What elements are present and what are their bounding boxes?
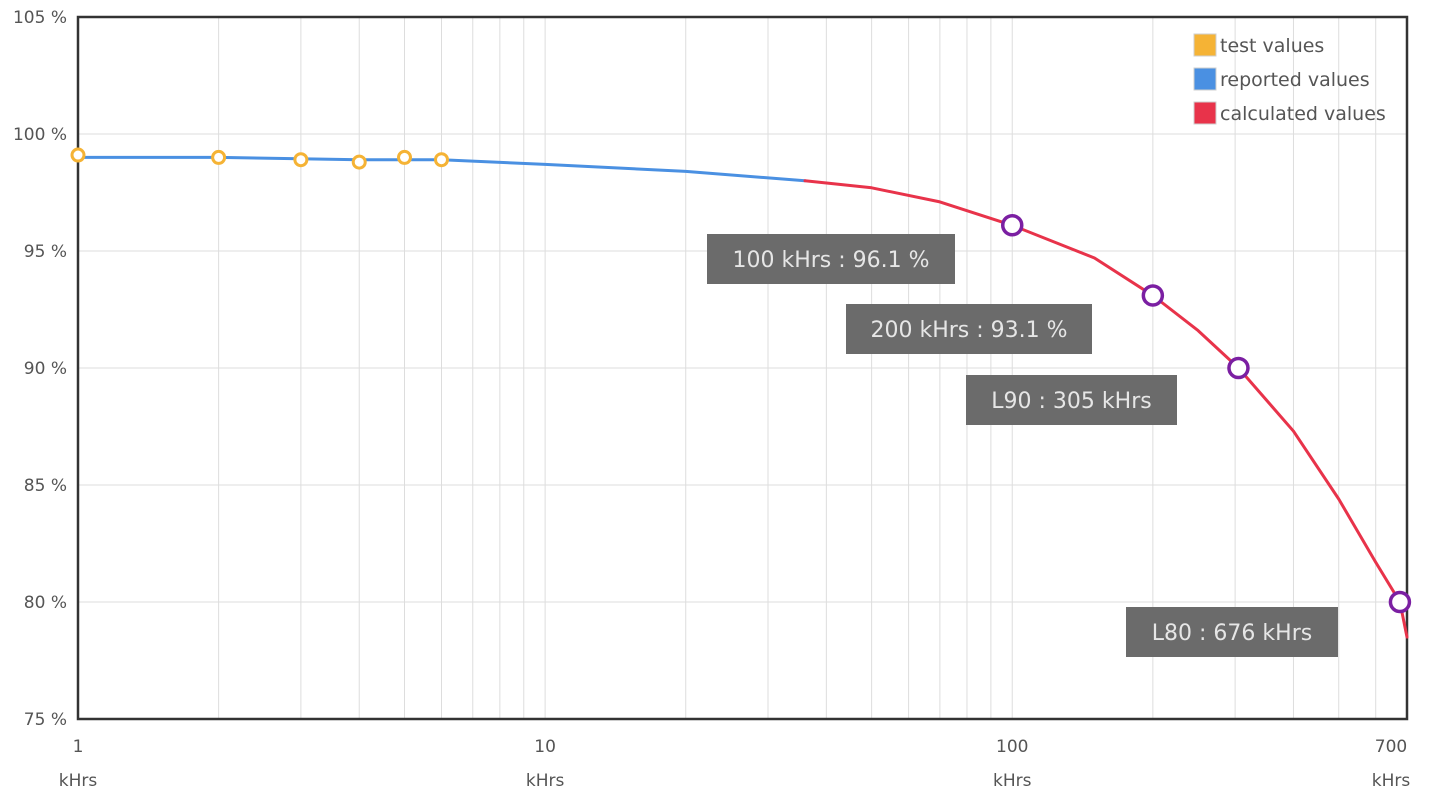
- callout-label: L80 : 676 kHrs: [1152, 621, 1312, 646]
- callout-label: 100 kHrs : 96.1 %: [732, 248, 929, 273]
- y-tick-label: 95 %: [24, 242, 67, 262]
- x-tick-label: 10: [534, 737, 556, 757]
- y-tick-label: 90 %: [24, 359, 67, 379]
- legend-swatch: [1193, 101, 1217, 125]
- x-unit-label: kHrs: [59, 771, 98, 791]
- test-value-point: [211, 149, 227, 165]
- callout-box: [846, 304, 1092, 354]
- y-tick-label: 85 %: [24, 476, 67, 496]
- calculated-values-line: [803, 179, 1409, 639]
- series-lines: [76, 155, 1409, 639]
- legend: test values reported values calculated val…: [1193, 33, 1386, 125]
- x-unit-label: kHrs: [526, 771, 565, 791]
- highlight-marker: [1227, 356, 1250, 380]
- y-tick-label: 75 %: [24, 710, 67, 730]
- test-value-point: [293, 152, 309, 168]
- x-tick-label: 100: [996, 737, 1028, 757]
- legend-label: test values: [1220, 35, 1324, 57]
- axes: 75 % 80 % 85 % 90 % 95 % 100 % 105 % 1 kHrs 10 kHr…: [13, 8, 1410, 791]
- legend-label: reported values: [1220, 69, 1370, 91]
- test-value-point: [351, 154, 367, 170]
- legend-swatch: [1193, 67, 1217, 91]
- legend-label: calculated values: [1220, 103, 1386, 125]
- callout-label: 200 kHrs : 93.1 %: [870, 318, 1067, 343]
- callout-box: [707, 234, 955, 284]
- highlight-marker: [1388, 590, 1412, 614]
- x-tick-label: 700: [1375, 737, 1407, 757]
- x-unit-label: kHrs: [993, 771, 1032, 791]
- y-tick-label: 100 %: [13, 125, 67, 145]
- highlight-marker: [1000, 214, 1024, 237]
- test-value-point: [397, 149, 413, 165]
- legend-swatch: [1193, 33, 1217, 57]
- y-tick-label: 105 %: [13, 8, 67, 28]
- test-value-point: [433, 152, 449, 168]
- test-value-point: [70, 147, 86, 163]
- x-tick-label: 1: [73, 737, 84, 757]
- y-tick-label: 80 %: [24, 593, 67, 613]
- callout-box: [1126, 607, 1338, 657]
- highlight-marker: [1141, 284, 1165, 307]
- callout-label: L90 : 305 kHrs: [991, 389, 1151, 414]
- callout-box: [966, 375, 1177, 425]
- callouts: 100 kHrs : 96.1 % 200 kHrs : 93.1 % L90 : …: [707, 234, 1338, 657]
- x-unit-label: kHrs: [1372, 771, 1411, 791]
- data-points: [70, 147, 1412, 614]
- plot-frame: [76, 15, 1409, 721]
